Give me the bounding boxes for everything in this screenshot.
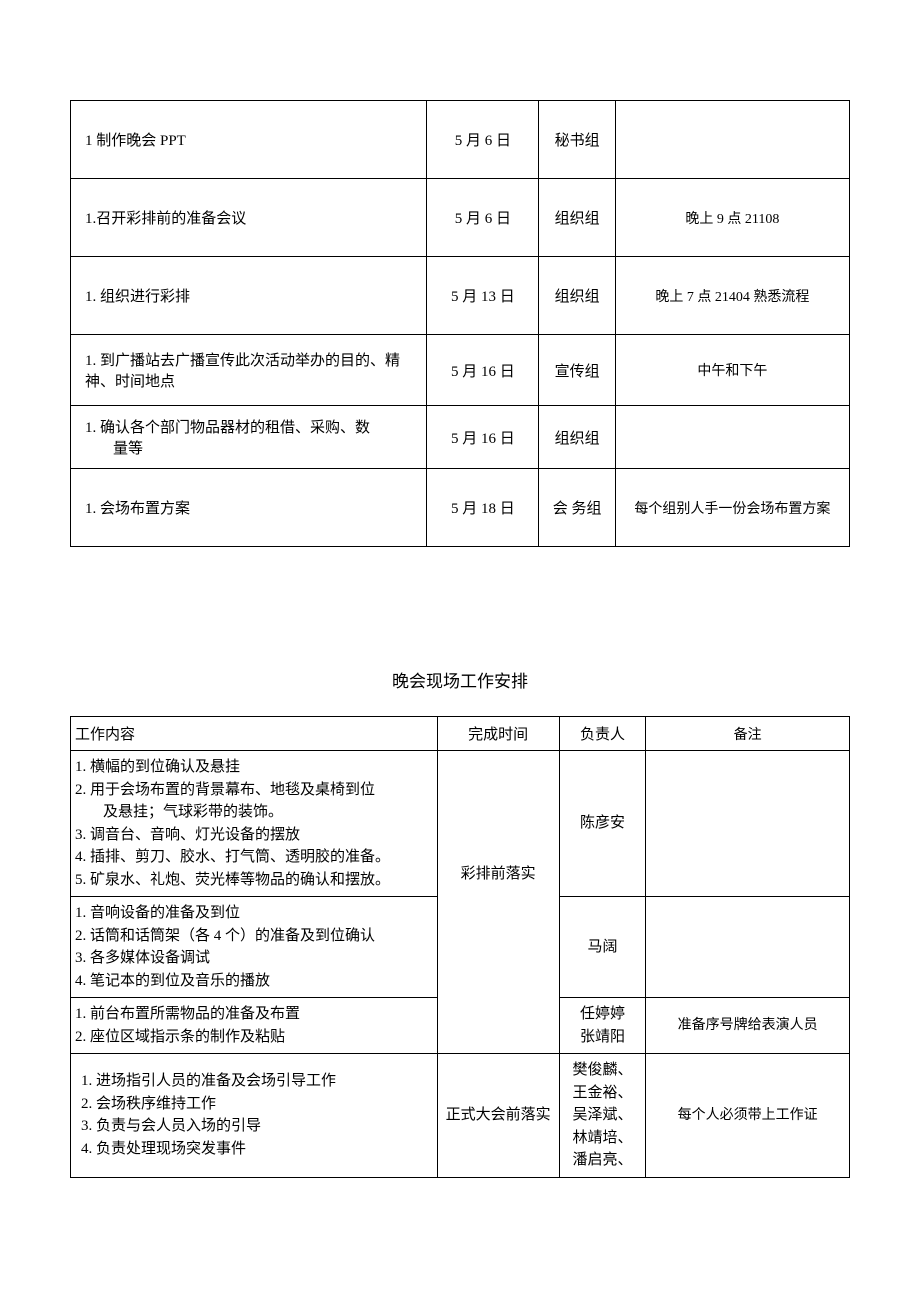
group-cell: 会 务组 bbox=[539, 469, 615, 547]
table-row: 1. 组织进行彩排 5 月 13 日 组织组 晚上 7 点 21404 熟悉流程 bbox=[71, 257, 850, 335]
task-line: 5. 矿泉水、礼炮、荧光棒等物品的确认和摆放。 bbox=[75, 872, 390, 888]
table-row: 1. 到广播站去广播宣传此次活动举办的目的、精神、时间地点 5 月 16 日 宣… bbox=[71, 335, 850, 406]
note-cell bbox=[646, 751, 850, 897]
note-cell bbox=[646, 897, 850, 998]
task-cell: 1. 前台布置所需物品的准备及布置 2. 座位区域指示条的制作及粘贴 bbox=[71, 998, 438, 1054]
task-line: 3. 负责与会人员入场的引导 bbox=[81, 1118, 261, 1134]
date-cell: 5 月 18 日 bbox=[427, 469, 539, 547]
table-row: 1. 会场布置方案 5 月 18 日 会 务组 每个组别人手一份会场布置方案 bbox=[71, 469, 850, 547]
note-cell bbox=[615, 406, 849, 469]
person-cell: 马阔 bbox=[559, 897, 646, 998]
group-cell: 宣传组 bbox=[539, 335, 615, 406]
task-line: 4. 负责处理现场突发事件 bbox=[81, 1141, 246, 1157]
date-cell: 5 月 16 日 bbox=[427, 335, 539, 406]
person-line: 吴泽斌、 bbox=[573, 1107, 633, 1123]
person-line: 张靖阳 bbox=[580, 1029, 625, 1045]
onsite-work-table: 工作内容 完成时间 负责人 备注 1. 横幅的到位确认及悬挂 2. 用于会场布置… bbox=[70, 716, 850, 1178]
note-cell: 晚上 9 点 21108 bbox=[615, 179, 849, 257]
task-cell: 1. 组织进行彩排 bbox=[71, 257, 427, 335]
person-line: 任婷婷 bbox=[580, 1006, 625, 1022]
group-cell: 组织组 bbox=[539, 406, 615, 469]
group-cell: 组织组 bbox=[539, 179, 615, 257]
person-cell: 陈彦安 bbox=[559, 751, 646, 897]
task-cell: 1. 会场布置方案 bbox=[71, 469, 427, 547]
task-cell: 1. 横幅的到位确认及悬挂 2. 用于会场布置的背景幕布、地毯及桌椅到位 及悬挂… bbox=[71, 751, 438, 897]
task-line: 1. 前台布置所需物品的准备及布置 bbox=[75, 1006, 300, 1022]
table-header-row: 工作内容 完成时间 负责人 备注 bbox=[71, 717, 850, 751]
header-person: 负责人 bbox=[559, 717, 646, 751]
person-line: 林靖培、 bbox=[573, 1130, 633, 1146]
date-cell: 5 月 13 日 bbox=[427, 257, 539, 335]
task-cell: 1. 进场指引人员的准备及会场引导工作 2. 会场秩序维持工作 3. 负责与会人… bbox=[71, 1054, 438, 1178]
time-cell: 彩排前落实 bbox=[437, 751, 559, 998]
date-cell: 5 月 16 日 bbox=[427, 406, 539, 469]
note-cell: 每个人必须带上工作证 bbox=[646, 1054, 850, 1178]
task-line: 3. 各多媒体设备调试 bbox=[75, 950, 210, 966]
header-note: 备注 bbox=[646, 717, 850, 751]
task-line: 1. 横幅的到位确认及悬挂 bbox=[75, 759, 240, 775]
person-line: 王金裕、 bbox=[573, 1085, 633, 1101]
person-line: 樊俊麟、 bbox=[573, 1062, 633, 1078]
task-line: 1. 确认各个部门物品器材的租借、采购、数 bbox=[85, 420, 370, 436]
table-row: 1. 前台布置所需物品的准备及布置 2. 座位区域指示条的制作及粘贴 任婷婷 张… bbox=[71, 998, 850, 1054]
task-line: 3. 调音台、音响、灯光设备的摆放 bbox=[75, 827, 300, 843]
task-cell: 1. 音响设备的准备及到位 2. 话筒和话筒架（各 4 个）的准备及到位确认 3… bbox=[71, 897, 438, 998]
table-row: 1 制作晚会 PPT 5 月 6 日 秘书组 bbox=[71, 101, 850, 179]
table-row: 1. 进场指引人员的准备及会场引导工作 2. 会场秩序维持工作 3. 负责与会人… bbox=[71, 1054, 850, 1178]
group-text: 会 务组 bbox=[553, 501, 602, 517]
task-line: 量等 bbox=[85, 437, 420, 458]
header-task: 工作内容 bbox=[71, 717, 438, 751]
task-line: 4. 插排、剪刀、胶水、打气筒、透明胶的准备。 bbox=[75, 849, 390, 865]
group-cell: 组织组 bbox=[539, 257, 615, 335]
note-cell: 中午和下午 bbox=[615, 335, 849, 406]
section-title: 晚会现场工作安排 bbox=[70, 667, 850, 692]
header-time: 完成时间 bbox=[437, 717, 559, 751]
task-line: 1. 进场指引人员的准备及会场引导工作 bbox=[81, 1073, 336, 1089]
table-row: 1. 横幅的到位确认及悬挂 2. 用于会场布置的背景幕布、地毯及桌椅到位 及悬挂… bbox=[71, 751, 850, 897]
task-line: 及悬挂；气球彩带的装饰。 bbox=[75, 801, 433, 824]
task-cell: 1.召开彩排前的准备会议 bbox=[71, 179, 427, 257]
person-cell: 樊俊麟、 王金裕、 吴泽斌、 林靖培、 潘启亮、 bbox=[559, 1054, 646, 1178]
task-line: 2. 座位区域指示条的制作及粘贴 bbox=[75, 1029, 285, 1045]
table-row: 1.召开彩排前的准备会议 5 月 6 日 组织组 晚上 9 点 21108 bbox=[71, 179, 850, 257]
date-cell: 5 月 6 日 bbox=[427, 179, 539, 257]
person-cell: 任婷婷 张靖阳 bbox=[559, 998, 646, 1054]
table-row: 1. 确认各个部门物品器材的租借、采购、数 量等 5 月 16 日 组织组 bbox=[71, 406, 850, 469]
task-line: 2. 用于会场布置的背景幕布、地毯及桌椅到位 bbox=[75, 782, 375, 798]
note-cell: 每个组别人手一份会场布置方案 bbox=[615, 469, 849, 547]
time-cell-cont bbox=[437, 998, 559, 1054]
person-line: 潘启亮、 bbox=[573, 1152, 633, 1168]
note-cell bbox=[615, 101, 849, 179]
prep-schedule-table: 1 制作晚会 PPT 5 月 6 日 秘书组 1.召开彩排前的准备会议 5 月 … bbox=[70, 100, 850, 547]
note-cell: 晚上 7 点 21404 熟悉流程 bbox=[615, 257, 849, 335]
task-cell: 1 制作晚会 PPT bbox=[71, 101, 427, 179]
time-cell: 正式大会前落实 bbox=[437, 1054, 559, 1178]
date-cell: 5 月 6 日 bbox=[427, 101, 539, 179]
task-line: 1. 音响设备的准备及到位 bbox=[75, 905, 240, 921]
task-line: 2. 会场秩序维持工作 bbox=[81, 1096, 216, 1112]
group-cell: 秘书组 bbox=[539, 101, 615, 179]
note-cell: 准备序号牌给表演人员 bbox=[646, 998, 850, 1054]
task-cell: 1. 到广播站去广播宣传此次活动举办的目的、精神、时间地点 bbox=[71, 335, 427, 406]
task-line: 4. 笔记本的到位及音乐的播放 bbox=[75, 973, 270, 989]
task-cell: 1. 确认各个部门物品器材的租借、采购、数 量等 bbox=[71, 406, 427, 469]
task-line: 2. 话筒和话筒架（各 4 个）的准备及到位确认 bbox=[75, 928, 375, 944]
